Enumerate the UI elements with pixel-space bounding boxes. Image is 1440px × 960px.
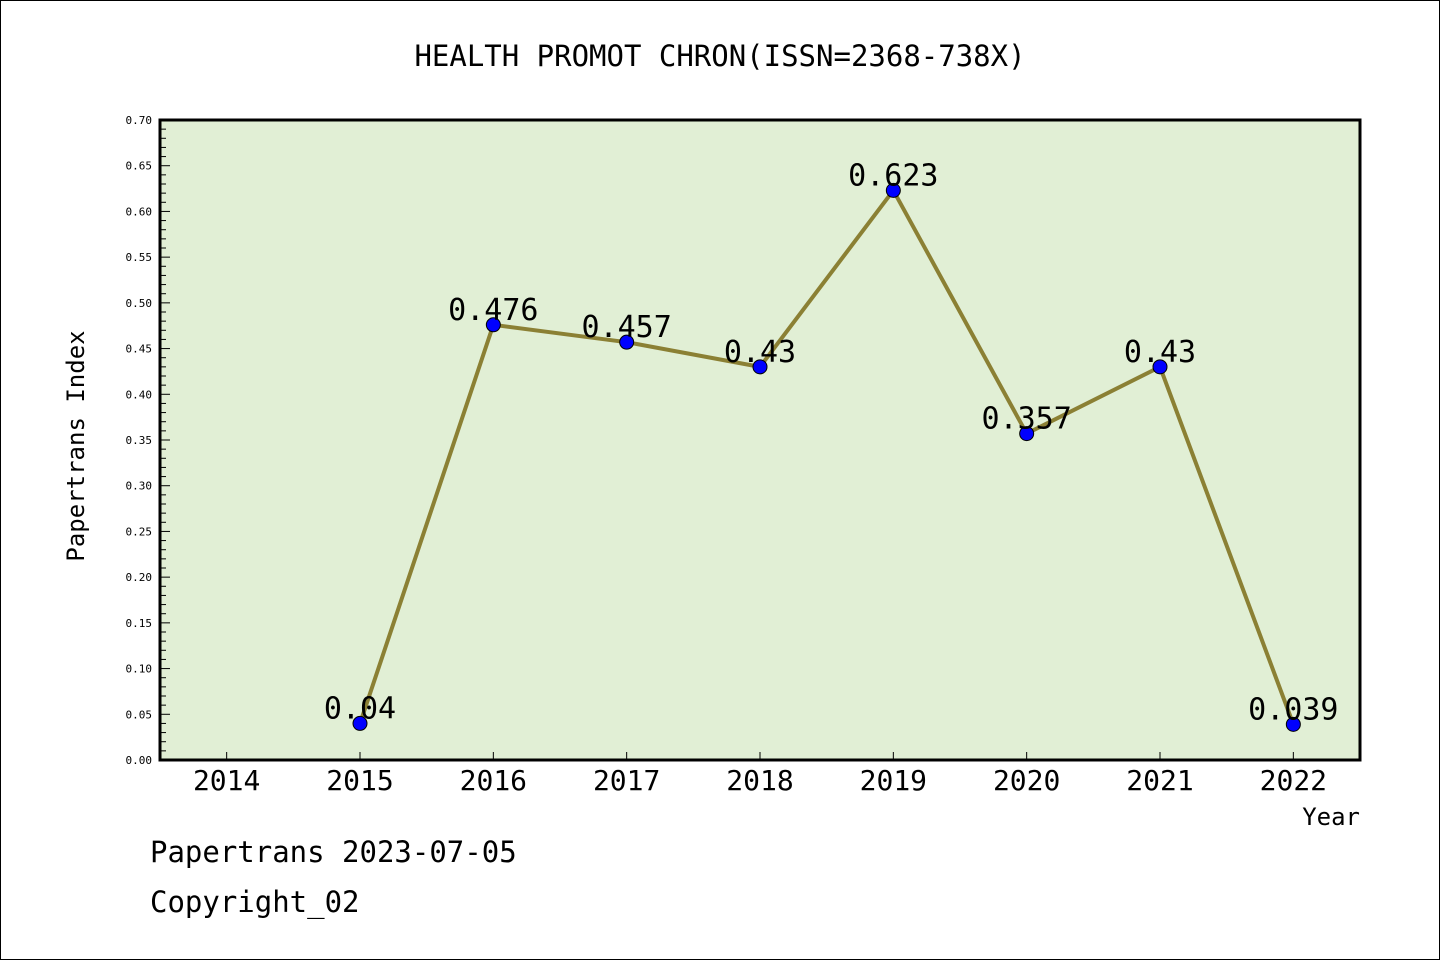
chart-title: HEALTH PROMOT CHRON(ISSN=2368-738X) bbox=[414, 39, 1025, 73]
x-tick-label: 2022 bbox=[1260, 764, 1327, 797]
data-point bbox=[752, 359, 768, 375]
y-tick-label: 0.00 bbox=[126, 754, 153, 767]
x-tick-label: 2021 bbox=[1126, 764, 1193, 797]
footer-copyright: Copyright_02 bbox=[150, 885, 360, 919]
y-tick-label: 0.35 bbox=[126, 434, 153, 447]
data-labels: 0.04 0.476 0.457 0.43 0.623 0.357 0.43 0.039 bbox=[324, 158, 1339, 727]
data-point bbox=[619, 334, 635, 350]
x-axis-label: Year bbox=[1302, 803, 1360, 831]
data-point bbox=[352, 715, 368, 731]
x-tick-label: 2016 bbox=[460, 764, 527, 797]
x-axis: 2014 2015 2016 2017 2018 2019 2020 2021 2022 bbox=[193, 752, 1327, 797]
x-tick-label: 2015 bbox=[326, 764, 393, 797]
y-tick-label: 0.25 bbox=[126, 525, 153, 538]
y-tick-label: 0.50 bbox=[126, 297, 153, 310]
x-tick-label: 2014 bbox=[193, 764, 260, 797]
y-tick-label: 0.70 bbox=[126, 114, 153, 127]
y-tick-label: 0.40 bbox=[126, 388, 153, 401]
data-point bbox=[885, 182, 901, 198]
series-line bbox=[358, 188, 1296, 726]
y-tick-label: 0.05 bbox=[126, 708, 153, 721]
data-label: 0.357 bbox=[982, 402, 1072, 437]
y-tick-label: 0.45 bbox=[126, 343, 153, 356]
y-tick-label: 0.20 bbox=[126, 571, 153, 584]
data-label: 0.039 bbox=[1248, 692, 1338, 727]
plot-border bbox=[158, 118, 1362, 762]
data-label: 0.04 bbox=[324, 691, 396, 726]
y-tick-label: 0.65 bbox=[126, 160, 153, 173]
data-label: 0.623 bbox=[848, 158, 938, 193]
data-label: 0.476 bbox=[448, 293, 538, 328]
data-label: 0.43 bbox=[1124, 335, 1196, 370]
y-tick-label: 0.55 bbox=[126, 251, 153, 264]
x-tick-label: 2017 bbox=[593, 764, 660, 797]
y-tick-label: 0.15 bbox=[126, 617, 153, 630]
x-tick-label: 2020 bbox=[993, 764, 1060, 797]
series-markers bbox=[352, 182, 1301, 732]
y-tick-label: 0.60 bbox=[126, 205, 153, 218]
data-point bbox=[1019, 426, 1035, 442]
footer-date: Papertrans 2023-07-05 bbox=[150, 835, 517, 869]
plot-area bbox=[160, 120, 1360, 760]
y-tick-label: 0.30 bbox=[126, 480, 153, 493]
data-point bbox=[1152, 359, 1168, 375]
data-point bbox=[485, 317, 501, 333]
x-tick-label: 2018 bbox=[726, 764, 793, 797]
y-tick-label: 0.10 bbox=[126, 663, 153, 676]
data-label: 0.43 bbox=[724, 335, 796, 370]
x-tick-label: 2019 bbox=[860, 764, 927, 797]
data-label: 0.457 bbox=[582, 310, 672, 345]
y-axis-label: Papertrans Index bbox=[62, 330, 90, 561]
data-point bbox=[1285, 716, 1301, 732]
